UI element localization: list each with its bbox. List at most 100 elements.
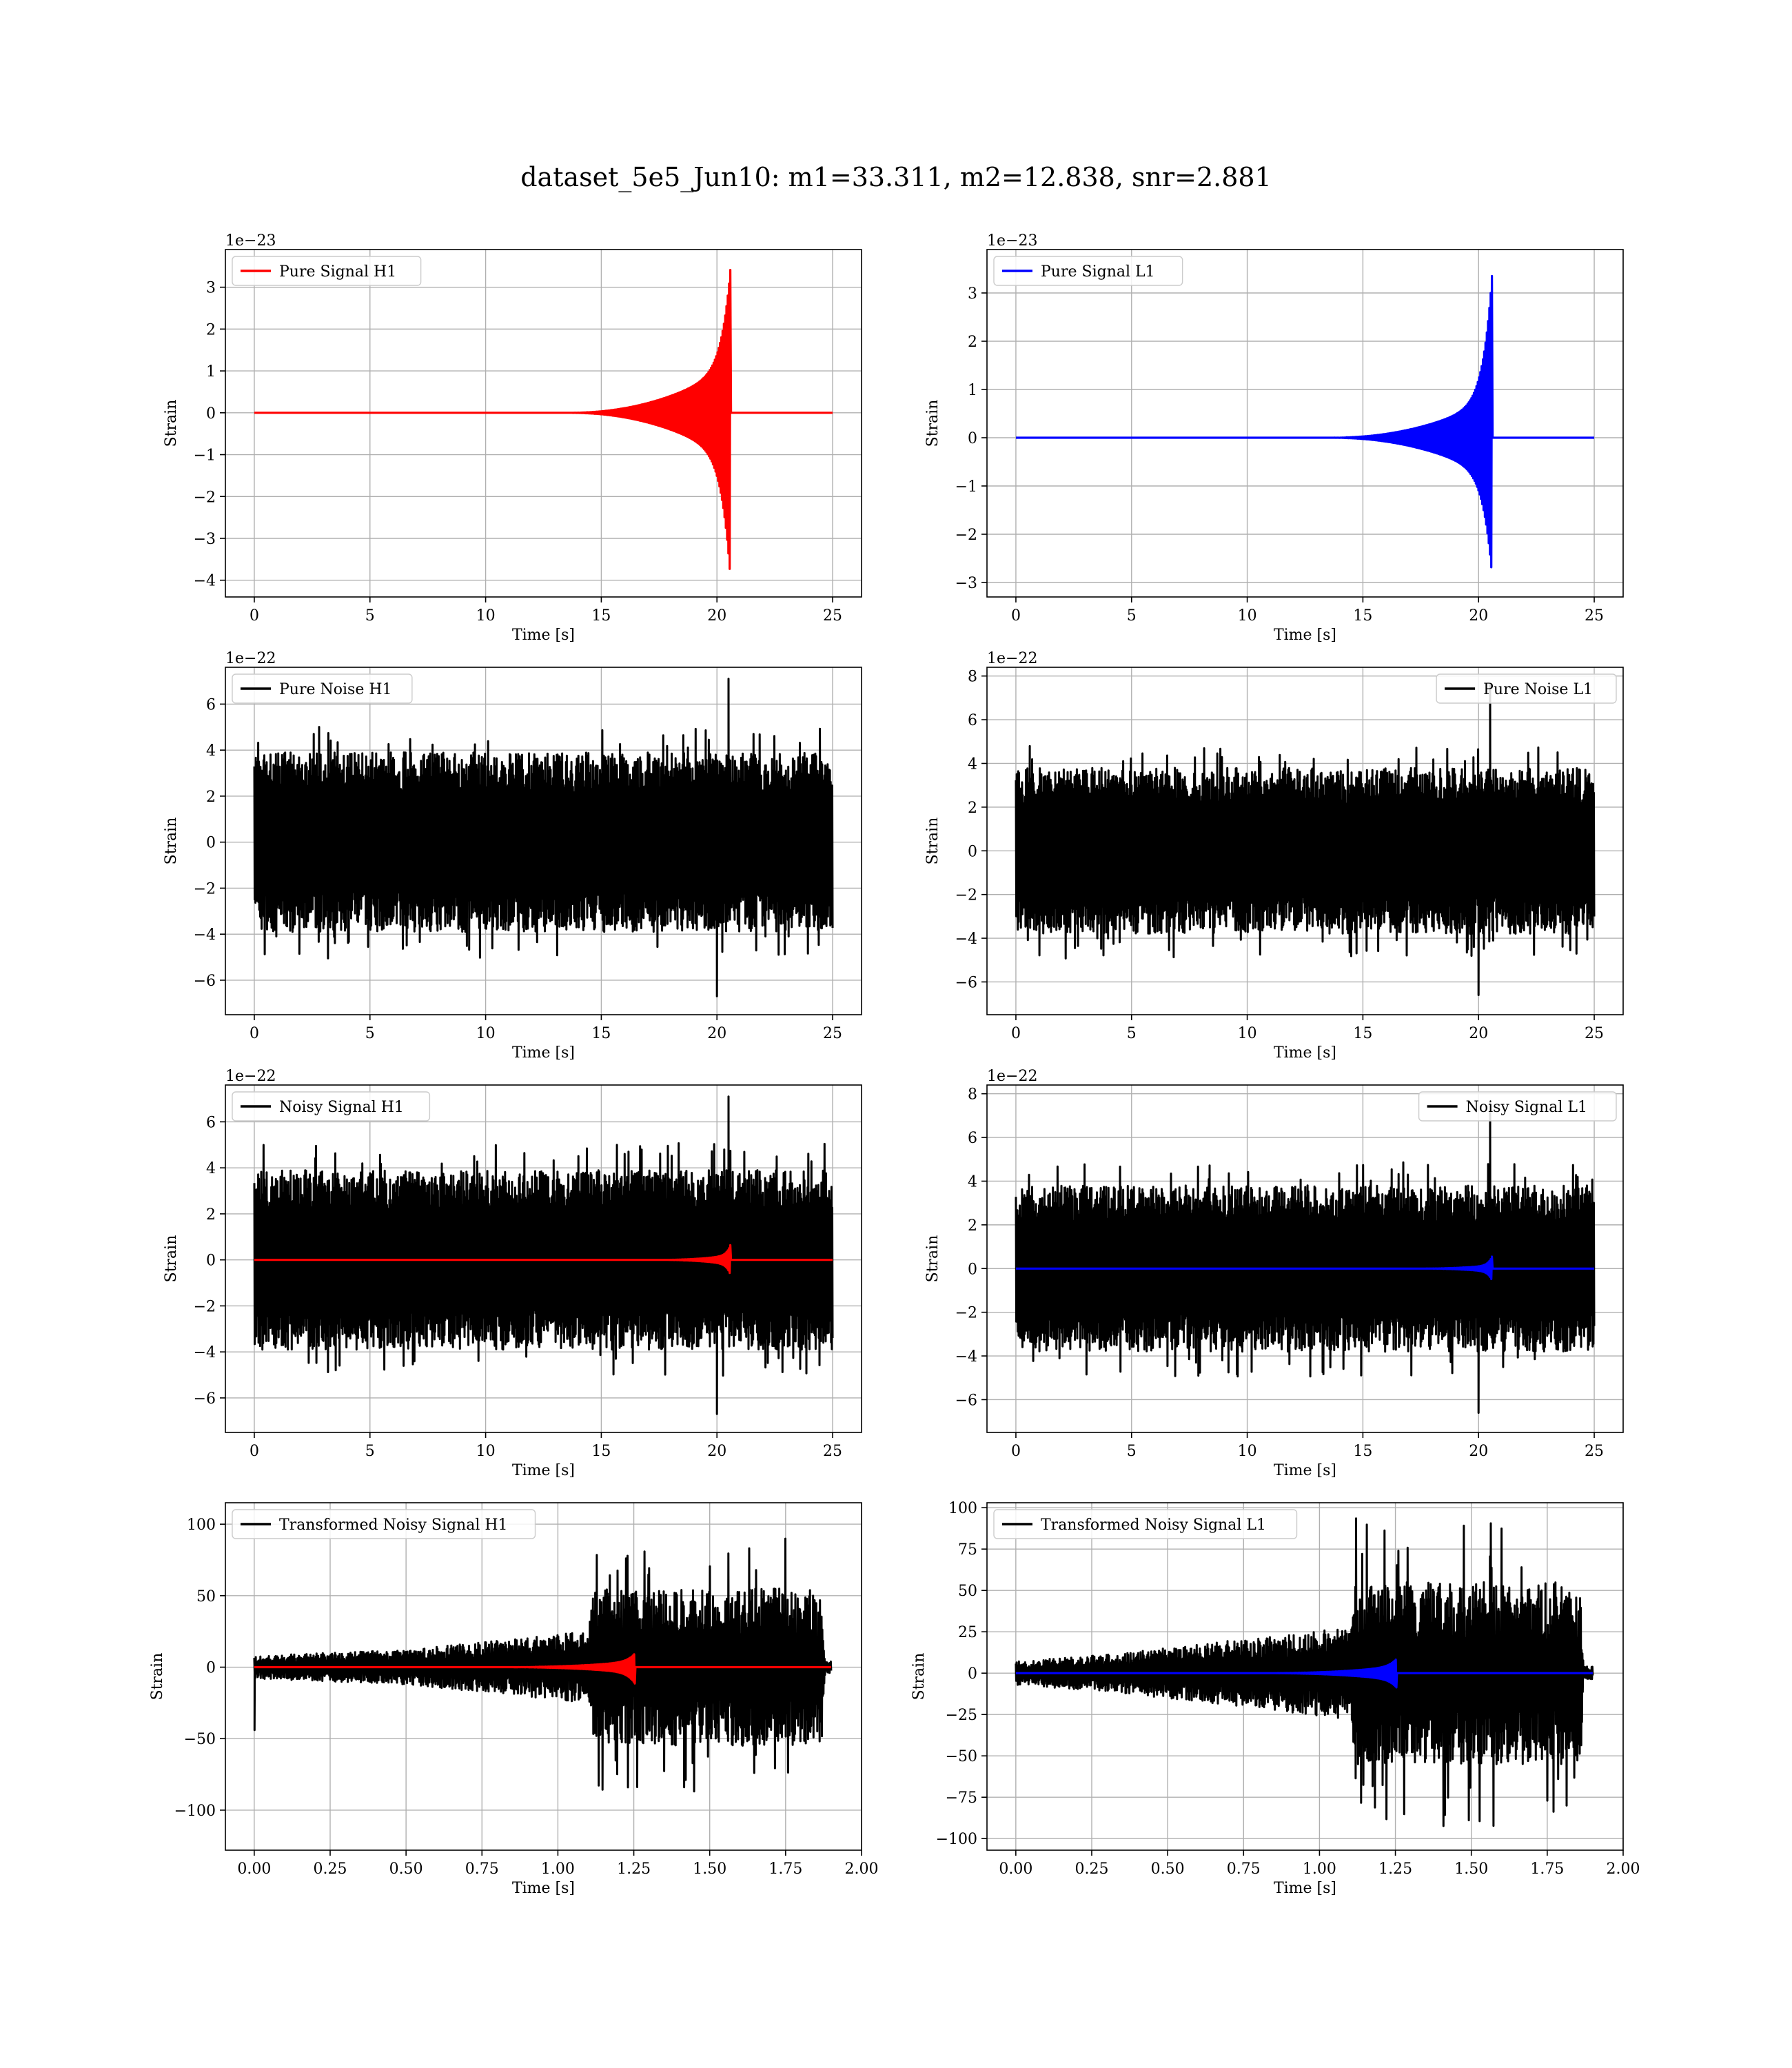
legend: Pure Signal L1 <box>993 256 1183 286</box>
y-offset-label: 1e−22 <box>987 1068 1037 1085</box>
x-tick-label: 0.00 <box>999 1861 1032 1878</box>
y-offset-label: 1e−22 <box>225 1068 276 1085</box>
y-tick-label: 8 <box>968 1086 977 1104</box>
y-tick-label: −4 <box>955 1348 977 1366</box>
y-tick-label: 3 <box>206 280 216 297</box>
series-pure-noise-h1 <box>253 678 834 997</box>
x-tick-label: 15 <box>1353 607 1372 625</box>
series-line <box>253 678 834 997</box>
y-tick-label: −6 <box>194 1390 216 1408</box>
x-axis-label: Time [s] <box>1274 1462 1336 1479</box>
y-tick-label: 4 <box>968 1173 977 1190</box>
x-tick-label: 10 <box>1238 1443 1257 1460</box>
y-tick-label: −3 <box>955 575 977 592</box>
x-axis-label: Time [s] <box>1274 1880 1336 1897</box>
x-axis-label: Time [s] <box>512 1044 575 1062</box>
y-tick-label: 6 <box>968 1130 977 1147</box>
legend-label: Pure Noise H1 <box>279 681 392 698</box>
legend: Noisy Signal H1 <box>232 1091 431 1122</box>
y-tick-label: 0 <box>968 430 977 447</box>
x-tick-label: 25 <box>1585 1025 1604 1042</box>
x-tick-label: 25 <box>1585 1443 1604 1460</box>
y-axis-label: Strain <box>163 818 180 865</box>
y-axis-label: Strain <box>163 1235 180 1283</box>
x-axis-label: Time [s] <box>512 1880 575 1897</box>
y-tick-label: 25 <box>958 1624 977 1641</box>
x-tick-label: 10 <box>1238 1025 1257 1042</box>
y-axis-label: Strain <box>924 400 941 447</box>
y-tick-label: −4 <box>194 1344 216 1361</box>
series-line <box>254 1653 832 1685</box>
y-tick-label: −2 <box>955 1305 977 1322</box>
x-tick-label: 25 <box>823 1443 842 1460</box>
x-tick-label: 1.00 <box>1303 1861 1336 1878</box>
y-tick-label: −50 <box>946 1748 977 1765</box>
x-tick-label: 15 <box>1353 1443 1372 1460</box>
x-tick-label: 1.50 <box>1454 1861 1488 1878</box>
x-tick-label: 20 <box>1469 607 1488 625</box>
series-pure-noise-l1 <box>1015 683 1596 996</box>
y-tick-label: 0 <box>968 1665 977 1683</box>
y-axis-label: Strain <box>924 1235 941 1283</box>
series-line <box>253 1095 834 1415</box>
legend: Pure Signal H1 <box>232 256 422 286</box>
axes-frame <box>225 1502 862 1851</box>
legend-box <box>232 673 413 704</box>
legend-label: Pure Noise L1 <box>1483 681 1593 698</box>
x-tick-label: 15 <box>591 1025 611 1042</box>
y-tick-label: 0 <box>206 405 216 423</box>
plot-area <box>253 1537 833 1793</box>
series-overlay-1 <box>1015 1255 1595 1281</box>
x-tick-label: 25 <box>1585 607 1604 625</box>
y-tick-label: 1 <box>206 363 216 381</box>
x-tick-label: 15 <box>591 1443 611 1460</box>
series-line <box>1015 1659 1594 1689</box>
x-tick-label: 1.75 <box>768 1861 802 1878</box>
y-tick-label: −2 <box>955 527 977 544</box>
plot-area <box>254 269 833 570</box>
y-axis-label: Strain <box>910 1653 928 1701</box>
x-tick-label: 10 <box>476 1443 496 1460</box>
y-tick-label: 50 <box>196 1588 216 1605</box>
y-tick-label: 2 <box>206 1206 216 1224</box>
subplot-pure-signal-h1: 0 5 10 15 20 25 −4 −3 −2 −1 0 1 2 3 Time [s] Strain 1e−2… <box>163 232 862 644</box>
x-tick-label: 0 <box>250 607 259 625</box>
series-pure-signal-h1 <box>254 269 833 570</box>
x-tick-label: 0.75 <box>1227 1861 1261 1878</box>
y-tick-label: −100 <box>936 1831 977 1848</box>
series-noisy-signal-l1 <box>1015 1101 1596 1414</box>
y-tick-label: 2 <box>968 800 977 817</box>
legend-label: Pure Signal H1 <box>279 263 396 281</box>
y-tick-label: 2 <box>206 321 216 338</box>
x-tick-label: 25 <box>823 607 842 625</box>
y-tick-label: 4 <box>206 1160 216 1177</box>
x-tick-label: 0.50 <box>1151 1861 1185 1878</box>
y-tick-label: −6 <box>955 974 977 991</box>
y-tick-label: 1 <box>968 382 977 399</box>
legend: Pure Noise L1 <box>1436 673 1617 704</box>
series-transformed-noisy-signal-h1 <box>253 1537 833 1793</box>
y-tick-label: 4 <box>968 756 977 773</box>
y-tick-label: −75 <box>946 1790 977 1807</box>
legend-box <box>1418 1091 1617 1122</box>
axes-frame <box>225 1084 862 1433</box>
y-tick-label: −1 <box>194 447 216 465</box>
y-tick-label: 6 <box>206 696 216 713</box>
series-line <box>253 1537 833 1793</box>
subplot-pure-noise-h1: 0 5 10 15 20 25 −6 −4 −2 0 2 4 6 Time [s] Strain 1e−22P… <box>163 650 862 1062</box>
series-line <box>1015 1255 1595 1281</box>
axes-frame <box>986 249 1624 598</box>
subplot-transformed-noisy-signal-l1: 0.00 0.25 0.50 0.75 1.00 1.25 1.50 1.75 2.00 −100… <box>910 1500 1640 1897</box>
axes-frame <box>986 1502 1624 1851</box>
y-axis-label: Strain <box>163 400 180 447</box>
series-overlay-1 <box>254 1244 833 1275</box>
x-tick-label: 0 <box>250 1443 259 1460</box>
legend-label: Transformed Noisy Signal H1 <box>279 1517 508 1534</box>
x-axis-label: Time [s] <box>512 1462 575 1479</box>
y-tick-label: 50 <box>958 1583 977 1600</box>
legend-box <box>232 1509 536 1539</box>
y-tick-label: 100 <box>948 1500 977 1517</box>
y-tick-label: 0 <box>206 1660 216 1677</box>
figure-title: dataset_5e5_Jun10: m1=33.311, m2=12.838,… <box>520 162 1272 193</box>
